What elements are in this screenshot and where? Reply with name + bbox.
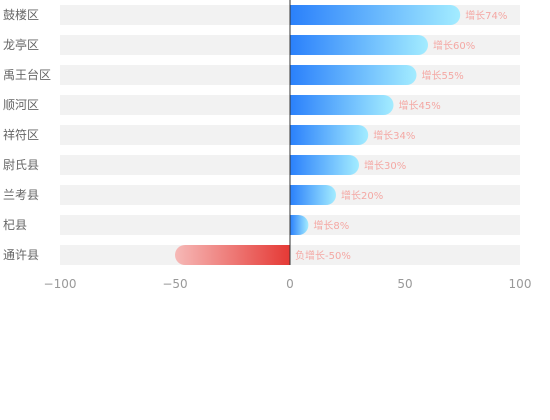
data-labels: 增长74% 增长60% 增长55% 增长45% 增长34% 增长30% 增长20% 增长8% 负…	[295, 9, 507, 262]
data-bar	[290, 155, 359, 175]
category-label: 祥符区	[3, 127, 39, 142]
data-bars	[175, 5, 461, 265]
data-bar	[290, 65, 417, 85]
data-label: 增长34%	[373, 129, 415, 142]
data-label: 负增长-50%	[295, 249, 351, 262]
category-label: 鼓楼区	[3, 7, 39, 22]
data-bar	[290, 5, 461, 25]
category-label: 禹王台区	[3, 67, 51, 82]
x-tick-label: −50	[162, 277, 187, 291]
data-label: 增长30%	[364, 159, 406, 172]
x-tick-label: 100	[509, 277, 532, 291]
data-bar	[290, 215, 309, 235]
category-label: 龙亭区	[3, 37, 39, 52]
data-label: 增长55%	[422, 69, 464, 82]
x-tick-label: 50	[397, 277, 412, 291]
data-label: 增长8%	[313, 219, 349, 232]
data-label: 增长74%	[465, 9, 507, 22]
data-bar	[290, 35, 428, 55]
category-label: 兰考县	[3, 188, 39, 202]
data-bar	[290, 125, 369, 145]
category-label: 尉氏县	[3, 157, 39, 172]
data-bar	[175, 245, 290, 265]
category-label: 通许县	[3, 248, 39, 262]
x-tick-label: −100	[44, 277, 77, 291]
data-label: 增长60%	[433, 39, 475, 52]
data-label: 增长45%	[399, 99, 441, 112]
category-label: 杞县	[3, 218, 27, 232]
category-label: 顺河区	[3, 98, 39, 112]
data-bar	[290, 95, 394, 115]
data-label: 增长20%	[341, 189, 383, 202]
data-bar	[290, 185, 336, 205]
x-tick-label: 0	[286, 277, 294, 291]
x-axis-ticks: −100 −50 0 50 100	[44, 277, 532, 291]
